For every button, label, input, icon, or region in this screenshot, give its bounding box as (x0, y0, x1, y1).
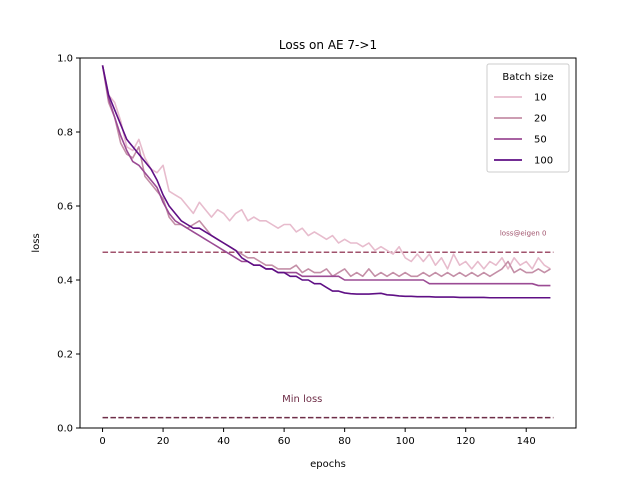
series-line-10 (101, 65, 551, 270)
y-tick-label: 0.2 (57, 350, 73, 361)
x-tick-label: 140 (517, 436, 536, 447)
reference-line-label: loss@eigen 0 (500, 230, 547, 238)
plot-frame (79, 57, 577, 429)
legend: Batch size 10 20 50 100 (486, 63, 570, 173)
reference-line-label: Min loss (282, 394, 322, 405)
series-lines (101, 65, 551, 299)
y-tick-label: 0.6 (57, 202, 73, 213)
y-axis-label: loss (31, 233, 42, 252)
legend-entry-label: 100 (534, 156, 553, 167)
x-tick-label: 100 (396, 436, 415, 447)
y-tick-label: 0.8 (57, 128, 73, 139)
y-tick-label: 0.4 (57, 276, 73, 287)
reference-labels: loss@eigen 0 Min loss (282, 230, 546, 406)
y-axis-ticks: 0.0 0.2 0.4 0.6 0.8 1.0 (57, 54, 80, 435)
x-axis-label: epochs (310, 459, 346, 470)
x-tick-label: 120 (456, 436, 475, 447)
x-tick-label: 0 (99, 436, 105, 447)
series-line-50 (101, 65, 551, 287)
y-tick-label: 0.0 (57, 424, 73, 435)
axes (79, 57, 577, 429)
legend-box (486, 63, 570, 173)
legend-entry-label: 50 (534, 135, 547, 146)
series-line-100 (101, 65, 551, 299)
series-line-20 (101, 65, 551, 278)
chart-title: Loss on AE 7->1 (279, 38, 377, 52)
x-tick-label: 60 (278, 436, 291, 447)
legend-entry-label: 20 (534, 114, 547, 125)
legend-entry-label: 10 (534, 93, 547, 104)
x-tick-label: 80 (338, 436, 351, 447)
x-axis-ticks: 0 20 40 60 80 100 120 140 (99, 428, 536, 447)
x-tick-label: 40 (217, 436, 230, 447)
reference-lines (102, 251, 554, 419)
x-tick-label: 20 (157, 436, 170, 447)
legend-title: Batch size (502, 72, 553, 83)
y-tick-label: 1.0 (57, 54, 73, 65)
